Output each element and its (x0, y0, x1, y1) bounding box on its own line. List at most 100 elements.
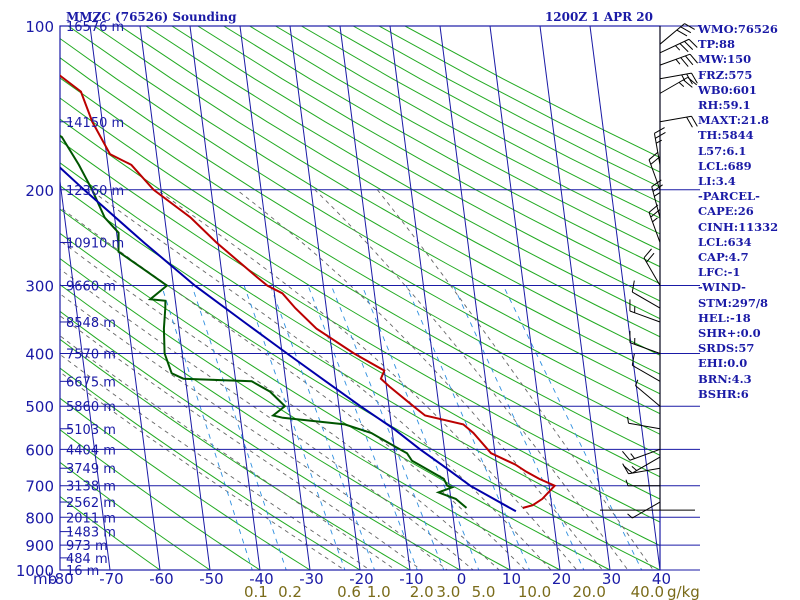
dry-adiabat (60, 257, 562, 570)
index-entry: SHR+:0.0 (698, 326, 761, 341)
dry-adiabat (60, 338, 412, 570)
wind-barb-flag (651, 179, 662, 188)
wind-barb-flag (646, 252, 655, 263)
dry-adiabat (60, 495, 161, 570)
pressure-tick-label: 900 (25, 537, 54, 555)
temperature-tick-label: -30 (299, 570, 324, 588)
wind-barb (659, 23, 695, 45)
index-entry: LCL:689 (698, 158, 752, 173)
dry-adiabat (223, 26, 660, 268)
dry-adiabat (60, 185, 660, 547)
temperature-profile (60, 74, 557, 509)
moist-adiabat (89, 189, 552, 570)
height-label: 5860 m (66, 400, 116, 415)
isotherm-line (489, 26, 561, 570)
pressure-tick-label: 800 (25, 509, 54, 527)
wind-barb-flag (679, 43, 689, 53)
temperature-tick-label: 40 (652, 570, 671, 588)
dry-adiabat (60, 97, 660, 456)
isotherm-line (189, 26, 261, 570)
temperature-tick-label: -80 (49, 570, 74, 588)
isotherm-line (439, 26, 511, 570)
observation-time: 1200Z 1 APR 20 (545, 10, 653, 24)
dry-adiabat (60, 162, 660, 523)
wind-barb-shaft (659, 53, 691, 66)
pressure-tick-label: 500 (25, 398, 54, 416)
wind-barb-shaft (653, 133, 661, 165)
isotherm-line (89, 26, 161, 570)
dry-adiabat (60, 37, 660, 395)
wind-barb-flag (688, 38, 698, 48)
wind-barb-flag (684, 41, 694, 50)
height-label: 4404 m (66, 443, 116, 458)
wind-barb (659, 76, 697, 94)
wind-barb (635, 379, 661, 407)
temperature-tick-label: -40 (249, 570, 274, 588)
wind-barb (653, 127, 666, 165)
height-label: 9660 m (66, 280, 116, 295)
dry-adiabat (145, 26, 660, 320)
mixing-ratio-line (191, 285, 287, 570)
wind-barb-flag (684, 23, 695, 30)
mixing-ratio-label: 5.0 (472, 583, 496, 600)
isotherm-line (289, 26, 361, 570)
isotherm-line (589, 26, 660, 570)
wind-barb-shaft (632, 291, 661, 309)
wind-barb (622, 463, 661, 475)
moist-adiabat (314, 189, 629, 570)
wind-barb-flag (655, 131, 666, 139)
index-entry: LI:3.4 (698, 174, 736, 189)
mixing-ratio-label: 0.2 (278, 583, 302, 600)
wind-barb-shaft (659, 23, 685, 45)
wind-barb-half-flag (675, 45, 681, 51)
wind-barb-shaft (659, 38, 690, 54)
wind-barb-flag (652, 184, 663, 192)
dry-adiabat (197, 26, 660, 285)
wind-barb-flag (643, 248, 652, 259)
index-entry: MW:150 (698, 52, 752, 67)
index-entry: BRN:4.3 (698, 371, 752, 386)
wind-barb (631, 280, 661, 309)
index-entry: LFC:-1 (698, 265, 741, 280)
wind-barb-column (600, 23, 698, 519)
index-entry: HEL:-18 (698, 310, 751, 325)
dry-adiabat (60, 429, 261, 570)
wind-barb-half-flag (635, 379, 639, 386)
mixing-ratio-line (330, 285, 445, 570)
height-label: 3749 m (66, 462, 116, 477)
dry-adiabat (60, 461, 211, 570)
wind-barb-shaft (628, 422, 661, 430)
isotherm-line (539, 26, 611, 570)
wind-barb (659, 38, 698, 54)
height-label: 973 m (66, 539, 108, 554)
moist-adiabat (60, 371, 346, 570)
height-label: 16 m (66, 564, 99, 579)
index-entry: CINH:11332 (698, 219, 779, 234)
height-label: 484 m (66, 552, 108, 567)
dry-adiabat (119, 26, 660, 338)
index-entry: WB0:601 (698, 82, 757, 97)
pressure-tick-label: 100 (25, 18, 54, 36)
wind-barb-flag (631, 280, 635, 293)
moist-adiabat (60, 335, 397, 570)
mixing-ratio-line (405, 285, 531, 570)
dry-adiabat (60, 139, 660, 500)
wind-barb (631, 353, 661, 382)
index-entry: RH:59.1 (698, 98, 751, 113)
pressure-tick-label: 300 (25, 278, 54, 296)
dry-adiabat (93, 26, 660, 356)
wind-barb-flag (676, 29, 688, 37)
temperature-tick-label: -10 (399, 570, 424, 588)
index-entry: MAXT:21.8 (698, 113, 769, 128)
height-label: 3138 m (66, 480, 116, 495)
dry-adiabat (60, 232, 612, 570)
wind-barb (659, 115, 698, 128)
height-label: 2562 m (66, 496, 116, 511)
pressure-tick-label: 600 (25, 441, 54, 459)
index-entry: LCL:634 (698, 234, 752, 249)
wind-barb (627, 416, 661, 430)
index-entry: -PARCEL- (698, 189, 760, 204)
wind-barb (622, 448, 661, 461)
height-label: 6675 m (66, 375, 116, 390)
wind-barb-flag (650, 156, 661, 165)
